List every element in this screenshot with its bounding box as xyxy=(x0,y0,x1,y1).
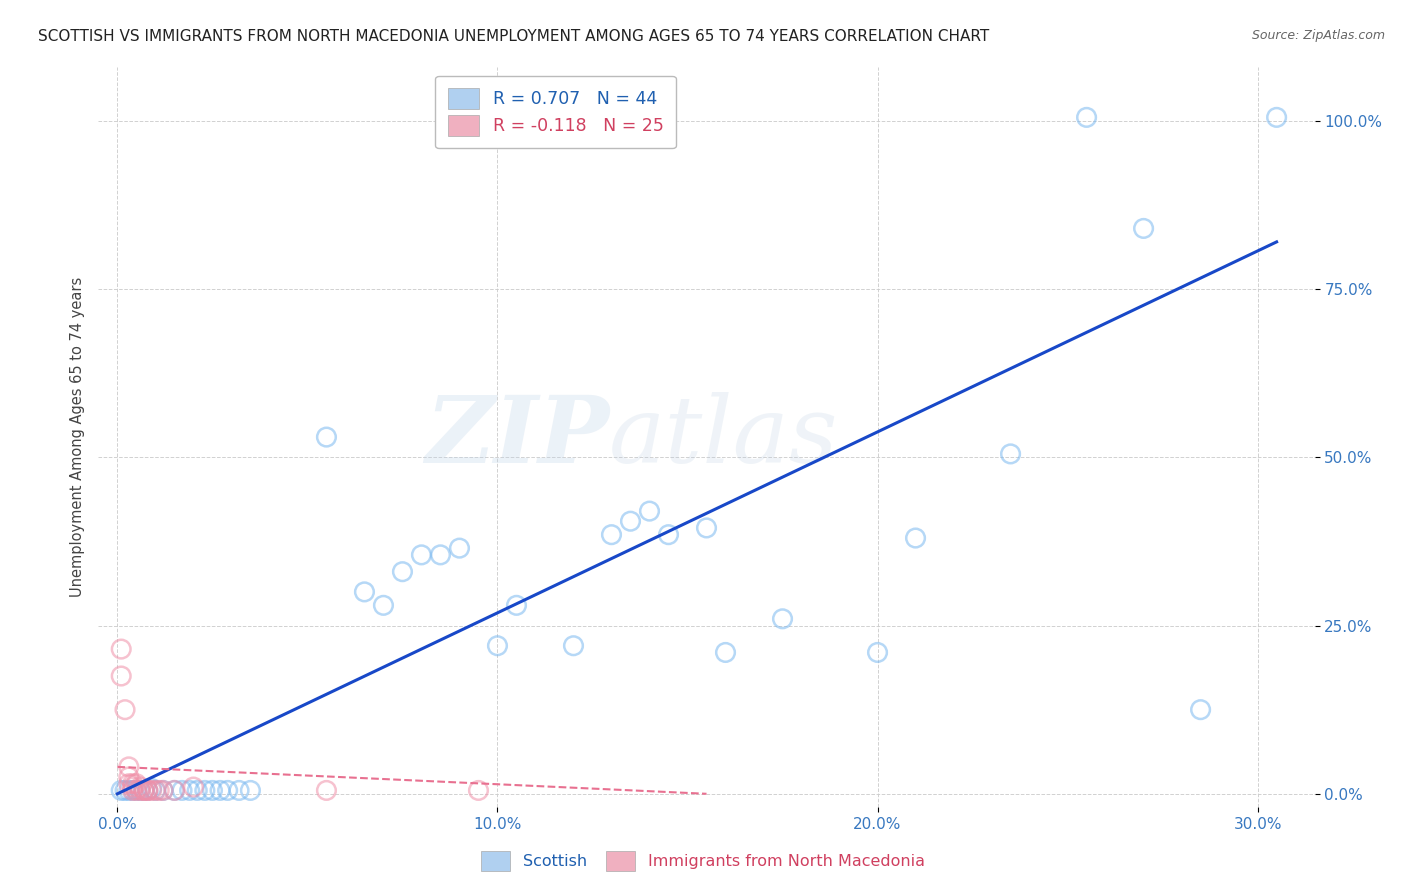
Point xyxy=(562,639,585,653)
Point xyxy=(714,645,737,659)
Point xyxy=(152,783,174,797)
Point xyxy=(600,527,623,541)
Point xyxy=(696,521,718,535)
Point xyxy=(228,783,250,797)
Point xyxy=(121,783,143,797)
Point xyxy=(467,783,489,797)
Point xyxy=(129,783,152,797)
Point xyxy=(315,430,337,444)
Point xyxy=(141,781,163,796)
Point xyxy=(118,777,141,791)
Point xyxy=(110,783,132,797)
Point xyxy=(121,783,143,797)
Point xyxy=(129,783,152,797)
Point xyxy=(136,783,159,797)
Point xyxy=(904,531,927,545)
Point xyxy=(136,783,159,797)
Point xyxy=(141,783,163,797)
Point xyxy=(315,783,337,797)
Point xyxy=(125,783,148,797)
Point xyxy=(132,783,155,797)
Point xyxy=(411,548,433,562)
Point xyxy=(125,777,148,791)
Point xyxy=(449,541,471,555)
Point xyxy=(505,599,527,613)
Point xyxy=(217,783,239,797)
Point xyxy=(1265,111,1288,125)
Point xyxy=(136,783,159,797)
Point xyxy=(194,783,217,797)
Point xyxy=(1132,221,1154,235)
Point xyxy=(638,504,661,518)
Y-axis label: Unemployment Among Ages 65 to 74 years: Unemployment Among Ages 65 to 74 years xyxy=(69,277,84,598)
Legend: R = 0.707   N = 44, R = -0.118   N = 25: R = 0.707 N = 44, R = -0.118 N = 25 xyxy=(436,76,676,148)
Point xyxy=(170,783,193,797)
Point xyxy=(1000,447,1022,461)
Point xyxy=(183,780,205,794)
Point xyxy=(110,669,132,683)
Point xyxy=(1189,703,1212,717)
Point xyxy=(772,612,794,626)
Point xyxy=(132,783,155,797)
Point xyxy=(391,565,413,579)
Point xyxy=(179,783,201,797)
Point xyxy=(118,760,141,774)
Point xyxy=(619,514,641,528)
Point xyxy=(201,783,224,797)
Point xyxy=(132,783,155,797)
Point xyxy=(429,548,451,562)
Point xyxy=(239,783,262,797)
Point xyxy=(163,783,186,797)
Point xyxy=(121,780,143,794)
Point xyxy=(1076,111,1098,125)
Point xyxy=(145,783,167,797)
Text: ZIP: ZIP xyxy=(425,392,609,482)
Point xyxy=(145,783,167,797)
Text: SCOTTISH VS IMMIGRANTS FROM NORTH MACEDONIA UNEMPLOYMENT AMONG AGES 65 TO 74 YEA: SCOTTISH VS IMMIGRANTS FROM NORTH MACEDO… xyxy=(38,29,988,44)
Text: Source: ZipAtlas.com: Source: ZipAtlas.com xyxy=(1251,29,1385,42)
Point xyxy=(148,783,170,797)
Point xyxy=(114,783,136,797)
Point xyxy=(486,639,509,653)
Point xyxy=(125,783,148,797)
Point xyxy=(110,642,132,657)
Point xyxy=(118,770,141,784)
Point xyxy=(121,777,143,791)
Point xyxy=(866,645,889,659)
Text: atlas: atlas xyxy=(609,392,839,482)
Point xyxy=(186,783,208,797)
Point xyxy=(657,527,679,541)
Point xyxy=(373,599,395,613)
Point xyxy=(114,703,136,717)
Point xyxy=(129,780,152,794)
Point xyxy=(209,783,232,797)
Point xyxy=(118,783,141,797)
Point xyxy=(163,783,186,797)
Point xyxy=(152,783,174,797)
Point xyxy=(353,585,375,599)
Legend: Scottish, Immigrants from North Macedonia: Scottish, Immigrants from North Macedoni… xyxy=(475,845,931,877)
